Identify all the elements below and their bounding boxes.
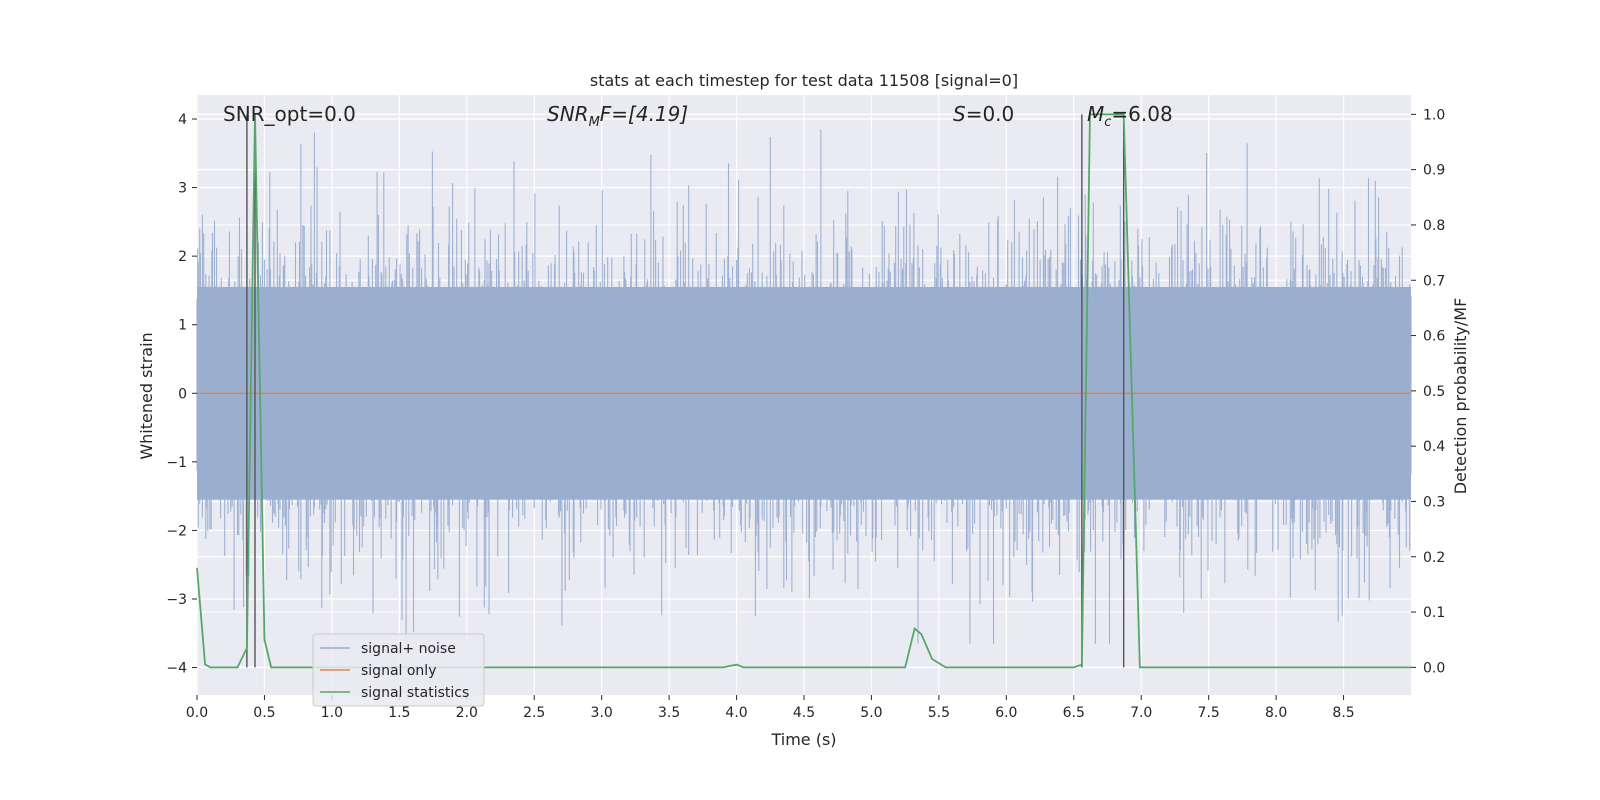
x-tick-label-5: 2.5 — [523, 705, 545, 721]
signal-statistics-series — [196, 113, 1411, 669]
annotation-mc-sub: c — [1104, 115, 1111, 130]
y-left-tick-label-1: −3 — [166, 592, 187, 608]
annotation-mc: Mc=6.08 — [1087, 102, 1173, 130]
legend-box — [312, 633, 485, 707]
x-axis-ticks: 0.0 0.5 1.0 1.5 2.0 2.5 3.0 3.5 4.0 4.5 5.0 5.5 6.0 6… — [186, 695, 1355, 721]
x-axis-label: Time (s) — [770, 730, 836, 749]
y-right-tick-label-5: 0.5 — [1423, 384, 1445, 400]
x-tick-label-6: 3.0 — [591, 705, 613, 721]
y-right-axis-label: Detection probability/MF — [1451, 298, 1470, 495]
x-tick-label-8: 4.0 — [725, 705, 747, 721]
legend-label-signal-noise: signal+ noise — [361, 641, 456, 657]
legend-label-signal-only: signal only — [361, 663, 436, 679]
annotation-mc-main: M — [1087, 102, 1104, 126]
y-right-tick-label-2: 0.2 — [1423, 550, 1445, 566]
y-right-tick-label-7: 0.7 — [1423, 273, 1445, 289]
x-tick-label-13: 6.5 — [1063, 705, 1085, 721]
annotation-snr-mf-main: SNR — [547, 102, 589, 126]
annotation-s: S=0.0 — [953, 102, 1014, 126]
x-tick-label-1: 0.5 — [253, 705, 275, 721]
x-tick-label-12: 6.0 — [995, 705, 1017, 721]
x-tick-label-16: 8.0 — [1265, 705, 1287, 721]
annotation-mc-rest: =6.08 — [1111, 102, 1172, 126]
y-left-tick-label-4: 0 — [178, 386, 187, 402]
x-tick-label-15: 7.5 — [1198, 705, 1220, 721]
legend-label-signal-statistics: signal statistics — [361, 685, 469, 701]
x-tick-label-4: 2.0 — [456, 705, 478, 721]
annotation-snr-mf: SNRMF=[4.19] — [547, 102, 688, 130]
y-right-tick-label-10: 1.0 — [1423, 107, 1445, 123]
y-right-axis-ticks: 0.0 0.1 0.2 0.3 0.4 0.5 0.6 0.7 0.8 0.9 1.0 — [1411, 107, 1445, 676]
y-left-axis-ticks: −4 −3 −2 −1 0 1 2 3 4 — [166, 112, 197, 677]
annotation-s-rest: =0.0 — [966, 102, 1015, 126]
y-left-tick-label-3: −1 — [166, 455, 187, 471]
y-left-tick-label-8: 4 — [178, 112, 187, 128]
x-tick-label-14: 7.0 — [1130, 705, 1152, 721]
x-tick-label-3: 1.5 — [388, 705, 410, 721]
marker-lines — [246, 114, 1125, 668]
annotation-s-main: S — [953, 102, 966, 126]
y-right-tick-label-0: 0.0 — [1423, 660, 1445, 676]
y-right-tick-label-3: 0.3 — [1423, 494, 1445, 510]
x-tick-label-2: 1.0 — [321, 705, 343, 721]
y-right-tick-label-6: 0.6 — [1423, 329, 1445, 345]
annotation-snr-mf-rest: F=[4.19] — [600, 102, 688, 126]
x-tick-label-10: 5.0 — [860, 705, 882, 721]
x-tick-label-0: 0.0 — [186, 705, 208, 721]
y-left-tick-label-5: 1 — [178, 318, 187, 334]
legend: signal+ noise signal only signal statist… — [312, 633, 485, 707]
annotation-snr-mf-sub: M — [589, 115, 600, 130]
x-tick-label-7: 3.5 — [658, 705, 680, 721]
y-right-tick-label-4: 0.4 — [1423, 439, 1445, 455]
y-right-tick-label-1: 0.1 — [1423, 605, 1445, 621]
y-left-tick-label-2: −2 — [166, 523, 187, 539]
y-right-tick-label-9: 0.9 — [1423, 163, 1445, 179]
x-tick-label-9: 4.5 — [793, 705, 815, 721]
x-tick-label-17: 8.5 — [1332, 705, 1354, 721]
y-left-axis-label: Whitened strain — [137, 332, 156, 459]
x-tick-label-11: 5.5 — [928, 705, 950, 721]
signal-statistics-line — [196, 113, 1411, 669]
y-left-tick-label-0: −4 — [166, 661, 187, 677]
y-right-tick-label-8: 0.8 — [1423, 218, 1445, 234]
y-left-tick-label-7: 3 — [178, 181, 187, 197]
annotation-snr-opt: SNR_opt=0.0 — [223, 102, 356, 126]
y-left-tick-label-6: 2 — [178, 249, 187, 265]
chart-title: stats at each timestep for test data 115… — [590, 71, 1018, 90]
